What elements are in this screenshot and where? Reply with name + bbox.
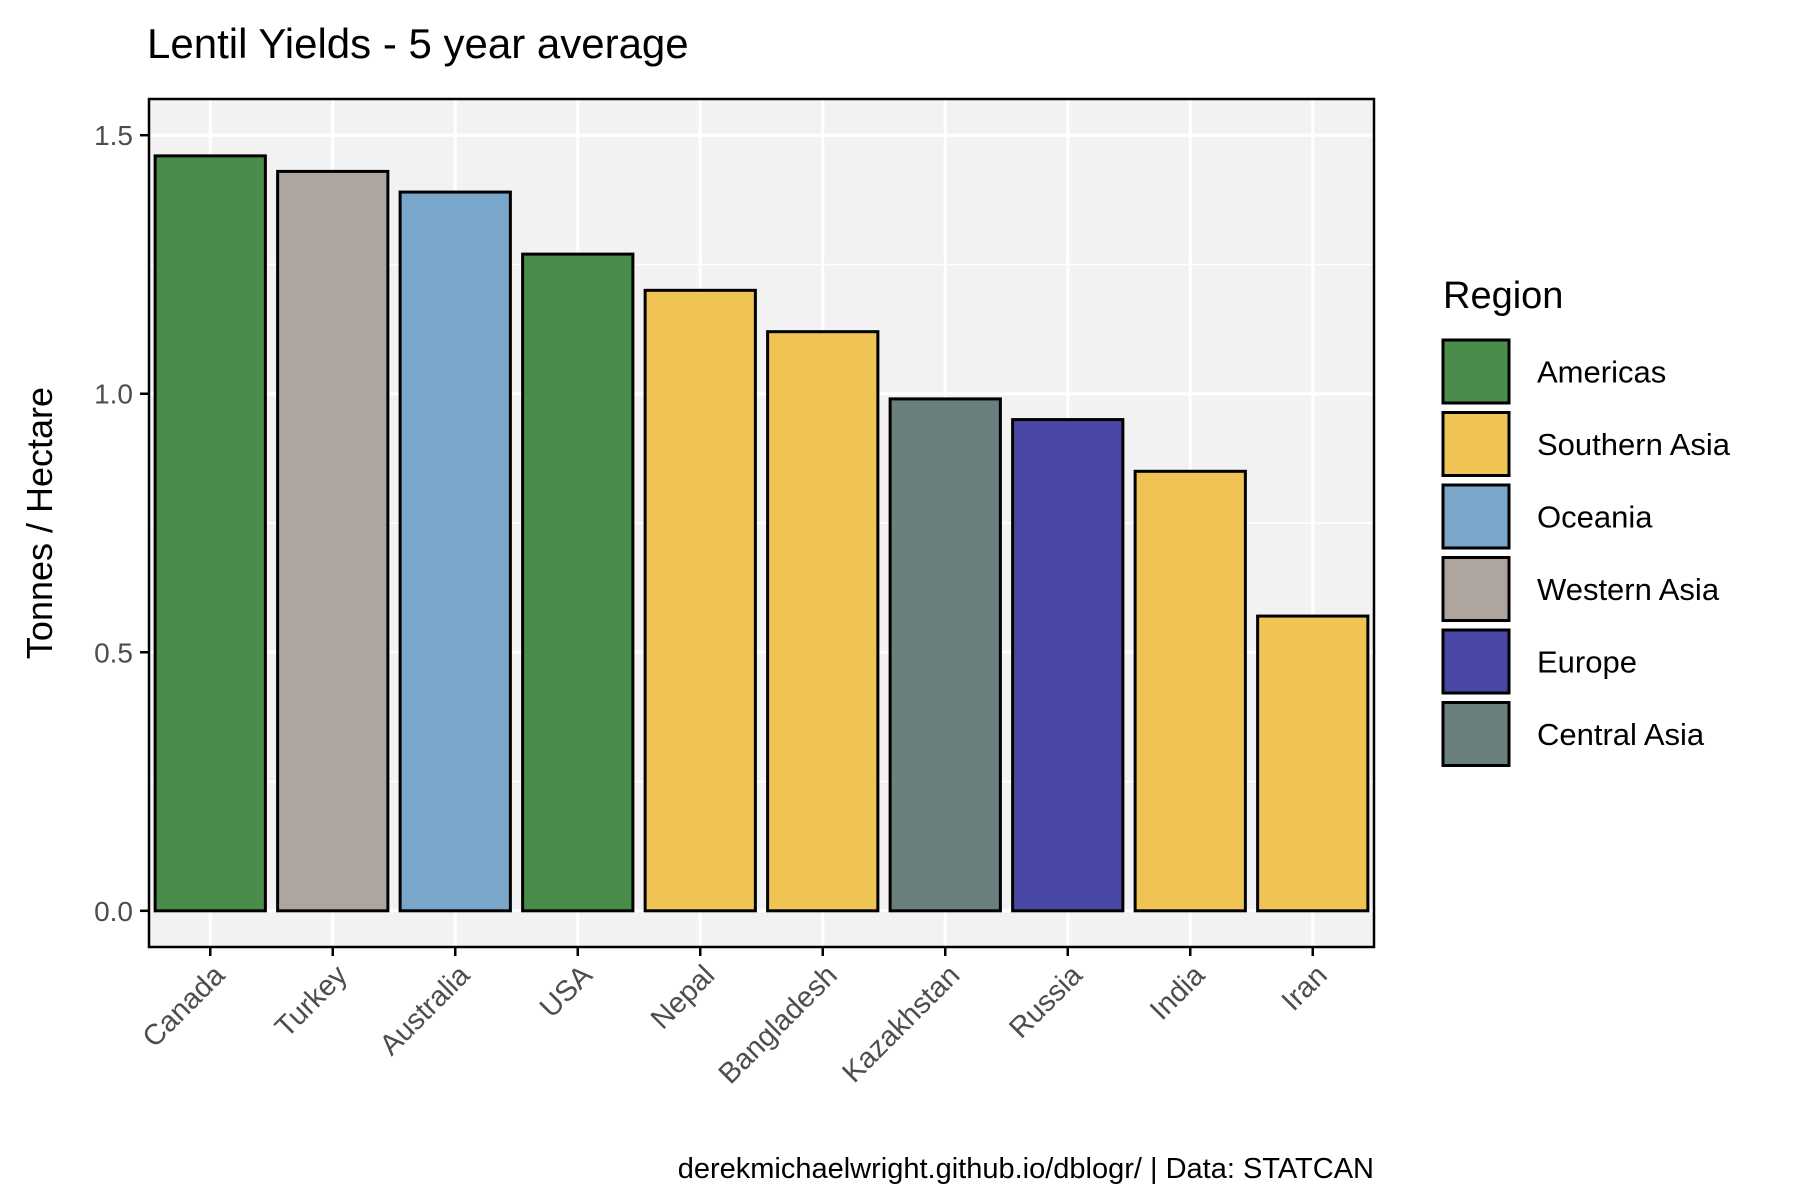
legend-label: Americas: [1537, 355, 1666, 390]
legend-key-western-asia: [1441, 556, 1511, 622]
legend-label: Central Asia: [1537, 717, 1705, 752]
bar-nepal: [643, 288, 757, 913]
x-tick-label: Turkey: [269, 959, 354, 1044]
y-tick-label: 1.5: [94, 120, 133, 151]
legend-title: Region: [1443, 275, 1563, 317]
bar-iran: [1256, 614, 1370, 913]
x-tick-label: Kazakhstan: [836, 959, 966, 1089]
bar-usa: [521, 252, 635, 913]
legend-key-southern-asia: [1441, 411, 1511, 477]
x-axis: Canada Turkey Australia USA NepalBangladeshK…: [137, 947, 1334, 1090]
x-tick-label: Russia: [1003, 959, 1089, 1045]
y-tick-label: 1.0: [94, 379, 133, 410]
y-tick-label: 0.5: [94, 637, 133, 668]
bar-india: [1133, 469, 1247, 913]
x-tick-label: India: [1144, 959, 1212, 1027]
legend-label: Oceania: [1537, 500, 1653, 535]
legend-key-oceania: [1441, 483, 1511, 550]
legend-label: Europe: [1537, 645, 1637, 680]
bar-australia: [398, 190, 512, 913]
legend-label: Western Asia: [1537, 572, 1720, 607]
bar-russia: [1011, 418, 1125, 913]
y-tick-label: 0.0: [94, 896, 133, 927]
x-tick-label: Australia: [374, 959, 477, 1062]
chart-title: Lentil Yields - 5 year average: [147, 20, 689, 67]
legend: Region Americas Southern Asia Oceania Weste…: [1441, 275, 1731, 767]
x-tick-label: Canada: [137, 959, 232, 1054]
plot-border: [147, 97, 1376, 949]
legend-key-europe: [1441, 628, 1511, 695]
bar-bangladesh: [766, 330, 880, 913]
x-tick-label: Bangladesh: [713, 959, 844, 1090]
bars: [153, 154, 1370, 913]
chart-caption: derekmichaelwright.github.io/dblogr/ | D…: [678, 1153, 1374, 1185]
y-axis-label: Tonnes / Hectare: [19, 387, 60, 659]
y-axis: 0.0 0.5 1.0 1.5: [94, 120, 149, 927]
x-tick-label: Nepal: [645, 959, 721, 1035]
bar-canada: [153, 154, 267, 913]
x-tick-label: USA: [534, 959, 599, 1024]
x-tick-label: Iran: [1276, 959, 1334, 1017]
legend-label: Southern Asia: [1537, 427, 1731, 462]
legend-key-central-asia: [1441, 701, 1511, 767]
bar-turkey: [276, 169, 390, 913]
bar-kazakhstan: [888, 397, 1002, 913]
legend-key-americas: [1441, 338, 1511, 405]
